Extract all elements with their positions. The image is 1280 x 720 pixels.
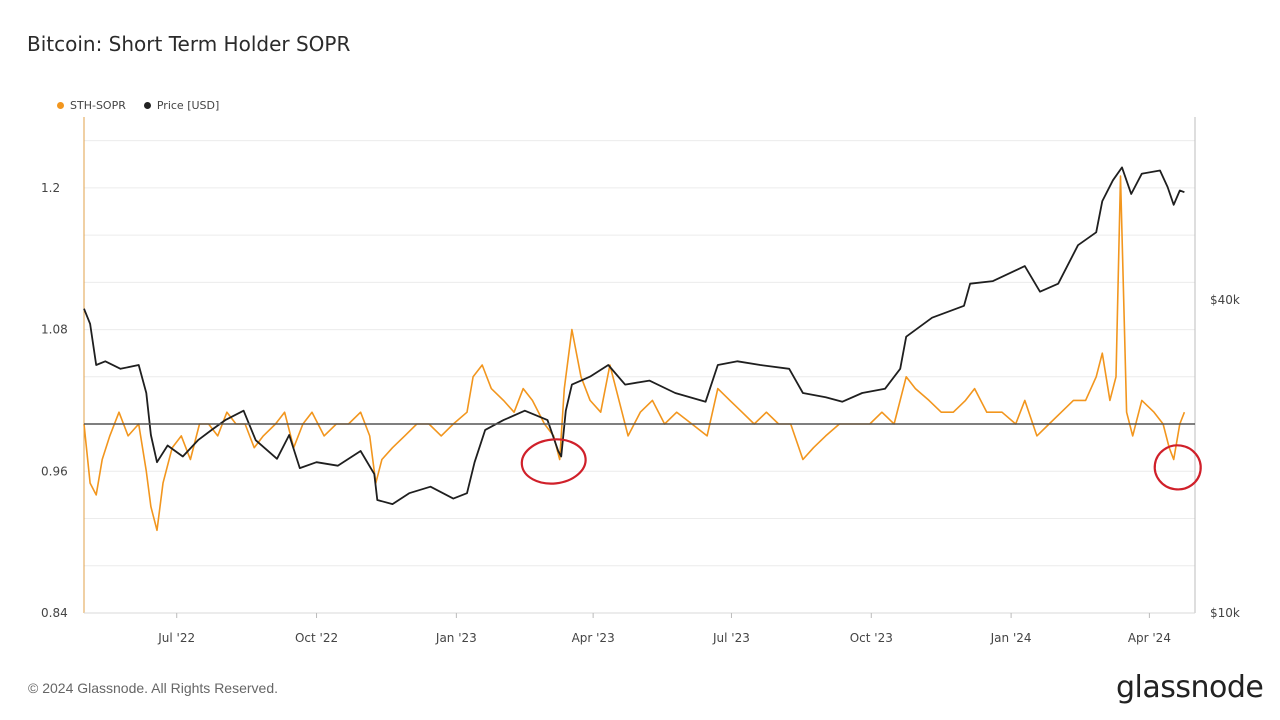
y-left-tick-label: 0.84: [41, 606, 68, 620]
y-left-tick-label: 1.08: [41, 323, 68, 337]
x-tick-label: Jul '22: [157, 631, 195, 645]
x-tick-label: Jan '24: [990, 631, 1032, 645]
legend-label-price: Price [USD]: [156, 99, 220, 112]
legend-swatch-price: [143, 102, 151, 109]
sth-sopr-line: [83, 175, 1186, 532]
price-line: [83, 166, 1185, 505]
annotation-circle: [520, 438, 587, 485]
series-layer: [83, 166, 1195, 532]
glassnode-logo[interactable]: glassnode: [1116, 670, 1264, 705]
annotation-circle: [1153, 444, 1202, 491]
chart-legend: STH-SOPR Price [USD]: [57, 99, 219, 112]
legend-swatch-sth-sopr: [57, 102, 64, 109]
annotation-layer: [520, 438, 1202, 491]
chart-title: Bitcoin: Short Term Holder SOPR: [27, 32, 351, 56]
legend-item-sth-sopr[interactable]: STH-SOPR: [57, 99, 126, 112]
x-tick-label: Oct '23: [850, 631, 893, 645]
y-left-tick-label: 1.2: [41, 181, 60, 195]
x-tick-label: Apr '23: [572, 631, 615, 645]
grid-layer: [84, 140, 1195, 614]
y-right-tick-label: $10k: [1210, 606, 1240, 620]
legend-item-price[interactable]: Price [USD]: [143, 99, 220, 112]
y-left-tick-label: 0.96: [41, 464, 68, 478]
x-tick-label: Jul '23: [712, 631, 750, 645]
x-tick-label: Oct '22: [295, 631, 338, 645]
x-tick-label: Apr '24: [1128, 631, 1171, 645]
y-right-tick-label: $40k: [1210, 293, 1240, 307]
copyright-footer: © 2024 Glassnode. All Rights Reserved.: [28, 680, 279, 696]
legend-label-sth-sopr: STH-SOPR: [70, 99, 126, 112]
axis-layer: 0.84 0.96 1.08 1.2 $10k $40k Jul '22 Oct '22 Jan…: [41, 117, 1240, 645]
x-tick-label: Jan '23: [435, 631, 477, 645]
